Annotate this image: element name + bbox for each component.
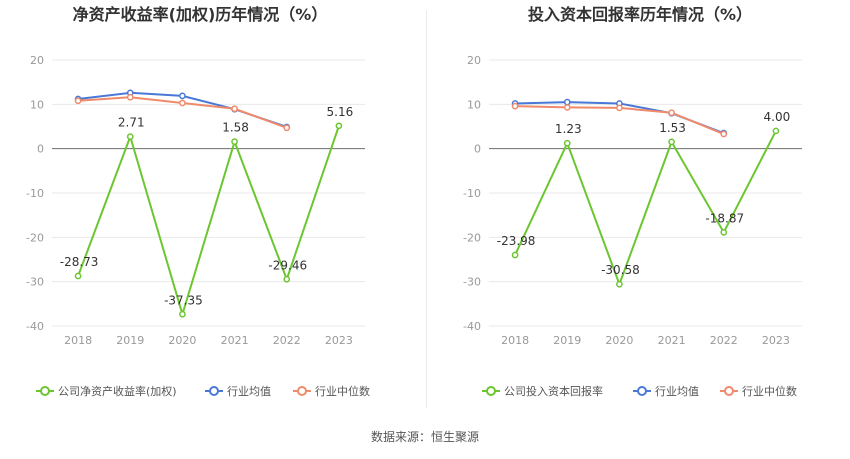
data-point[interactable]: [335, 122, 343, 130]
legend-label: 公司净资产收益率(加权): [58, 384, 177, 398]
data-label: 1.23: [555, 122, 582, 136]
data-point[interactable]: [563, 98, 571, 106]
data-point[interactable]: [563, 104, 571, 111]
data-point[interactable]: [74, 272, 82, 280]
data-point[interactable]: [772, 127, 780, 135]
series-line: [514, 130, 777, 288]
data-point[interactable]: [283, 124, 291, 132]
chart-title: 净资产收益率(加权)历年情况（%）: [73, 5, 328, 24]
data-point[interactable]: [563, 139, 571, 147]
data-label: -37.35: [164, 293, 203, 307]
x-tick-label: 2023: [762, 334, 790, 347]
x-tick-label: 2019: [553, 334, 581, 347]
data-point[interactable]: [668, 109, 675, 117]
data-point[interactable]: [179, 92, 186, 100]
legend-marker-dot: [297, 386, 307, 396]
y-tick-label: -20: [463, 231, 481, 244]
y-tick-label: -40: [26, 320, 44, 333]
data-point[interactable]: [511, 102, 519, 110]
x-tick-label: 2023: [325, 334, 353, 347]
legend-label: 行业均值: [227, 385, 271, 398]
y-tick-label: -10: [463, 187, 481, 200]
chart-divider: [426, 10, 427, 408]
x-tick-label: 2018: [501, 334, 529, 347]
legend-marker-dot: [40, 386, 50, 396]
data-point[interactable]: [283, 275, 291, 283]
data-point[interactable]: [74, 97, 82, 105]
x-tick-label: 2018: [64, 334, 92, 347]
y-tick-label: 0: [37, 143, 44, 156]
data-point[interactable]: [720, 228, 728, 236]
legend-label: 公司投入资本回报率: [504, 384, 603, 398]
y-tick-label: 10: [30, 98, 44, 111]
data-point[interactable]: [231, 138, 238, 146]
data-point[interactable]: [126, 133, 134, 141]
x-tick-label: 2021: [221, 334, 249, 347]
data-label: 1.53: [659, 121, 686, 135]
data-point[interactable]: [179, 310, 186, 318]
legend-label: 行业均值: [655, 385, 699, 398]
data-point[interactable]: [126, 93, 134, 101]
y-tick-label: 20: [467, 54, 481, 67]
data-label: -28.73: [60, 255, 99, 269]
data-label: -29.46: [268, 258, 307, 272]
chart-title: 投入资本回报率历年情况（%）: [528, 5, 752, 24]
data-label: 5.16: [327, 105, 354, 119]
y-tick-label: 0: [474, 143, 481, 156]
data-point[interactable]: [720, 130, 728, 138]
y-tick-label: -30: [26, 276, 44, 289]
legend-label: 行业中位数: [315, 384, 370, 398]
data-source: 数据来源：恒生聚源: [370, 430, 479, 444]
data-point[interactable]: [616, 104, 623, 112]
legend-marker-dot: [209, 386, 219, 396]
y-tick-label: -10: [26, 187, 44, 200]
data-label: 4.00: [764, 110, 791, 124]
y-tick-label: -30: [463, 276, 481, 289]
y-tick-label: -20: [26, 231, 44, 244]
data-point[interactable]: [616, 280, 623, 288]
data-point[interactable]: [179, 99, 186, 107]
data-label: -30.58: [601, 263, 640, 277]
y-tick-label: 10: [467, 98, 481, 111]
data-point[interactable]: [668, 138, 675, 146]
legend-marker-dot: [724, 386, 734, 396]
x-tick-label: 2021: [658, 334, 686, 347]
data-point[interactable]: [231, 105, 238, 113]
x-tick-label: 2022: [710, 334, 738, 347]
x-tick-label: 2022: [273, 334, 301, 347]
legend-label: 行业中位数: [742, 384, 797, 398]
y-tick-label: 20: [30, 54, 44, 67]
data-label: 1.58: [222, 121, 249, 135]
legend-marker-dot: [486, 386, 496, 396]
data-label: -23.98: [497, 234, 536, 248]
x-tick-label: 2020: [168, 334, 196, 347]
series-line: [77, 125, 340, 318]
x-tick-label: 2019: [116, 334, 144, 347]
x-tick-label: 2020: [605, 334, 633, 347]
y-tick-label: -40: [463, 320, 481, 333]
data-label: -18.87: [705, 211, 744, 225]
data-label: 2.71: [118, 116, 145, 130]
data-point[interactable]: [511, 251, 519, 259]
legend-marker-dot: [637, 386, 647, 396]
